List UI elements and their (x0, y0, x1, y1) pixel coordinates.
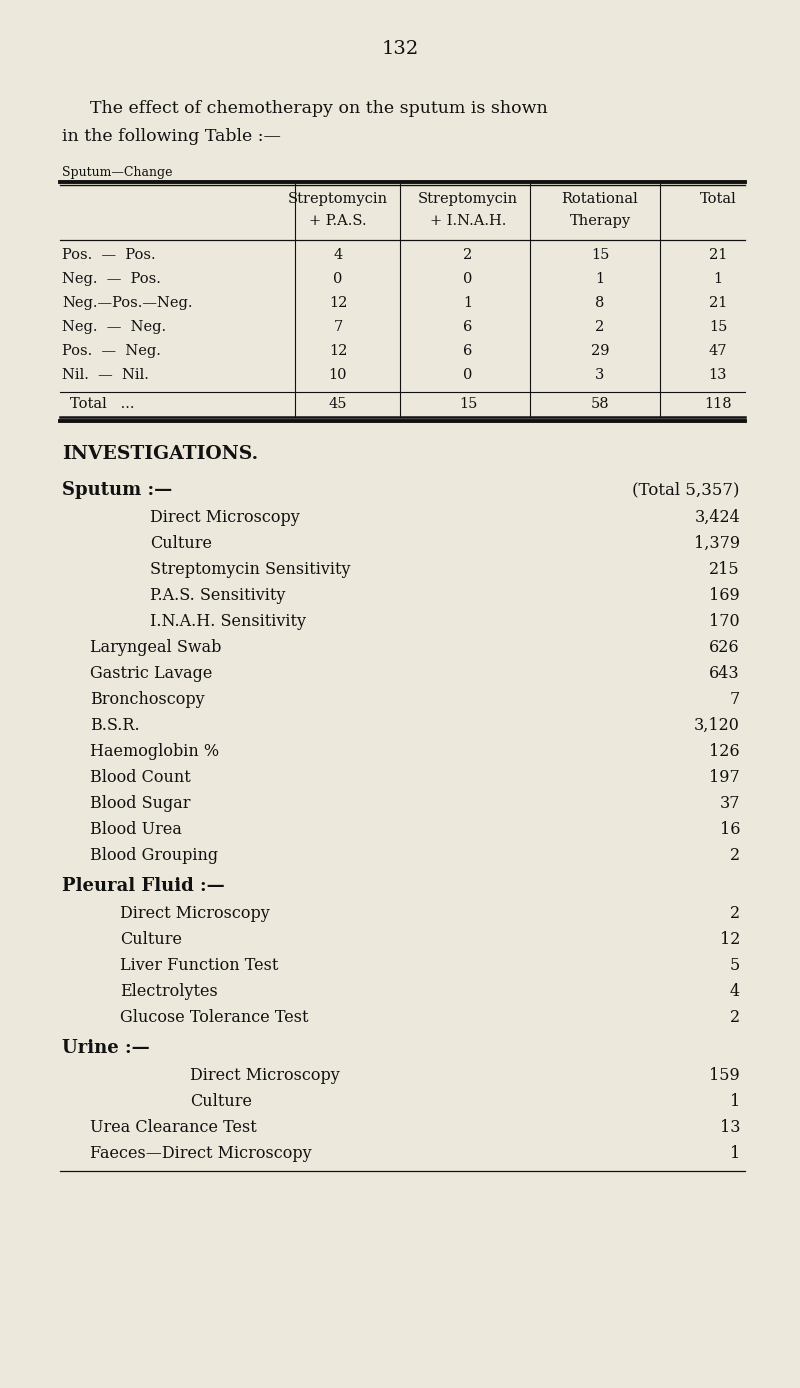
Text: Direct Microscopy: Direct Microscopy (120, 905, 270, 922)
Text: 3,120: 3,120 (694, 718, 740, 734)
Text: Neg.—Pos.—Neg.: Neg.—Pos.—Neg. (62, 296, 193, 310)
Text: 8: 8 (595, 296, 605, 310)
Text: Nil.  —  Nil.: Nil. — Nil. (62, 368, 149, 382)
Text: 6: 6 (463, 321, 473, 335)
Text: 4: 4 (730, 983, 740, 999)
Text: + P.A.S.: + P.A.S. (309, 214, 367, 228)
Text: 197: 197 (710, 769, 740, 786)
Text: 7: 7 (334, 321, 342, 335)
Text: 16: 16 (719, 820, 740, 838)
Text: Blood Urea: Blood Urea (90, 820, 182, 838)
Text: 1: 1 (463, 296, 473, 310)
Text: Blood Grouping: Blood Grouping (90, 847, 218, 863)
Text: Blood Sugar: Blood Sugar (90, 795, 190, 812)
Text: Culture: Culture (120, 931, 182, 948)
Text: 6: 6 (463, 344, 473, 358)
Text: in the following Table :—: in the following Table :— (62, 128, 281, 144)
Text: Culture: Culture (150, 534, 212, 552)
Text: 29: 29 (590, 344, 610, 358)
Text: 2: 2 (730, 1009, 740, 1026)
Text: 126: 126 (710, 743, 740, 761)
Text: The effect of chemotherapy on the sputum is shown: The effect of chemotherapy on the sputum… (90, 100, 548, 117)
Text: 2: 2 (595, 321, 605, 335)
Text: 1: 1 (714, 272, 722, 286)
Text: 0: 0 (463, 272, 473, 286)
Text: 37: 37 (719, 795, 740, 812)
Text: INVESTIGATIONS.: INVESTIGATIONS. (62, 446, 258, 464)
Text: Neg.  —  Neg.: Neg. — Neg. (62, 321, 166, 335)
Text: 15: 15 (591, 248, 609, 262)
Text: Pos.  —  Pos.: Pos. — Pos. (62, 248, 156, 262)
Text: 3,424: 3,424 (694, 509, 740, 526)
Text: 0: 0 (463, 368, 473, 382)
Text: Liver Function Test: Liver Function Test (120, 956, 278, 974)
Text: Culture: Culture (190, 1092, 252, 1110)
Text: 15: 15 (459, 397, 477, 411)
Text: Bronchoscopy: Bronchoscopy (90, 691, 205, 708)
Text: 10: 10 (329, 368, 347, 382)
Text: 1: 1 (595, 272, 605, 286)
Text: + I.N.A.H.: + I.N.A.H. (430, 214, 506, 228)
Text: 5: 5 (730, 956, 740, 974)
Text: 118: 118 (704, 397, 732, 411)
Text: 643: 643 (710, 665, 740, 682)
Text: 1: 1 (730, 1145, 740, 1162)
Text: 132: 132 (382, 40, 418, 58)
Text: Urea Clearance Test: Urea Clearance Test (90, 1119, 257, 1135)
Text: Direct Microscopy: Direct Microscopy (190, 1067, 340, 1084)
Text: Blood Count: Blood Count (90, 769, 190, 786)
Text: 58: 58 (590, 397, 610, 411)
Text: 3: 3 (595, 368, 605, 382)
Text: 21: 21 (709, 248, 727, 262)
Text: Therapy: Therapy (570, 214, 630, 228)
Text: 1,379: 1,379 (694, 534, 740, 552)
Text: 13: 13 (709, 368, 727, 382)
Text: 1: 1 (730, 1092, 740, 1110)
Text: Rotational: Rotational (562, 192, 638, 205)
Text: Neg.  —  Pos.: Neg. — Pos. (62, 272, 161, 286)
Text: 169: 169 (710, 587, 740, 604)
Text: 170: 170 (710, 613, 740, 630)
Text: Total: Total (700, 192, 736, 205)
Text: Direct Microscopy: Direct Microscopy (150, 509, 300, 526)
Text: Sputum :—: Sputum :— (62, 482, 172, 500)
Text: Gastric Lavage: Gastric Lavage (90, 665, 212, 682)
Text: Glucose Tolerance Test: Glucose Tolerance Test (120, 1009, 309, 1026)
Text: 13: 13 (719, 1119, 740, 1135)
Text: 12: 12 (329, 344, 347, 358)
Text: Pos.  —  Neg.: Pos. — Neg. (62, 344, 161, 358)
Text: Total   ...: Total ... (70, 397, 134, 411)
Text: Streptomycin: Streptomycin (418, 192, 518, 205)
Text: 15: 15 (709, 321, 727, 335)
Text: Faeces—Direct Microscopy: Faeces—Direct Microscopy (90, 1145, 312, 1162)
Text: 12: 12 (329, 296, 347, 310)
Text: 0: 0 (334, 272, 342, 286)
Text: Urine :—: Urine :— (62, 1040, 150, 1058)
Text: I.N.A.H. Sensitivity: I.N.A.H. Sensitivity (150, 613, 306, 630)
Text: B.S.R.: B.S.R. (90, 718, 140, 734)
Text: Streptomycin Sensitivity: Streptomycin Sensitivity (150, 561, 350, 577)
Text: 12: 12 (720, 931, 740, 948)
Text: Laryngeal Swab: Laryngeal Swab (90, 638, 222, 657)
Text: Pleural Fluid :—: Pleural Fluid :— (62, 877, 225, 895)
Text: (Total 5,357): (Total 5,357) (633, 482, 740, 498)
Text: 2: 2 (730, 847, 740, 863)
Text: 2: 2 (730, 905, 740, 922)
Text: 4: 4 (334, 248, 342, 262)
Text: 159: 159 (710, 1067, 740, 1084)
Text: Haemoglobin %: Haemoglobin % (90, 743, 219, 761)
Text: Electrolytes: Electrolytes (120, 983, 218, 999)
Text: 626: 626 (710, 638, 740, 657)
Text: 47: 47 (709, 344, 727, 358)
Text: Sputum—Change: Sputum—Change (62, 167, 173, 179)
Text: 7: 7 (730, 691, 740, 708)
Text: 45: 45 (329, 397, 347, 411)
Text: 2: 2 (463, 248, 473, 262)
Text: 215: 215 (710, 561, 740, 577)
Text: Streptomycin: Streptomycin (288, 192, 388, 205)
Text: 21: 21 (709, 296, 727, 310)
Text: P.A.S. Sensitivity: P.A.S. Sensitivity (150, 587, 286, 604)
